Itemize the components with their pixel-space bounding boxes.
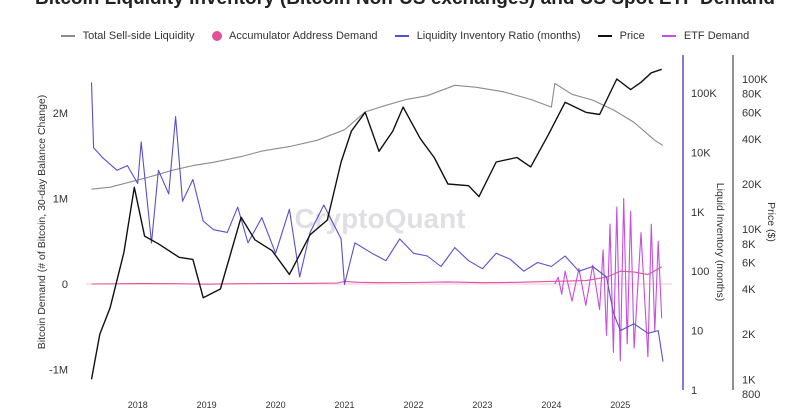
inventory-axis-title: Liquid Inventory (months) xyxy=(714,183,726,301)
left-axis-title: Bitcoin Demand (# of Bitcoin, 30-day Bal… xyxy=(36,95,48,349)
price-tick-label: 20K xyxy=(742,179,762,191)
price-tick-label: 100K xyxy=(742,74,768,86)
legend-label-inventory-ratio: Liquidity Inventory Ratio (months) xyxy=(416,30,581,43)
legend-item-price[interactable]: Price xyxy=(597,30,645,43)
legend-label-etf: ETF Demand xyxy=(683,30,750,43)
price-tick-label: 1K xyxy=(742,374,756,386)
legend-swatch-inventory-ratio xyxy=(394,35,409,38)
legend-swatch-sell-side xyxy=(60,35,75,38)
x-tick-label: 2018 xyxy=(128,400,148,410)
legend-item-etf[interactable]: ETF Demand xyxy=(661,30,750,43)
price-axis-title: Price ($) xyxy=(765,202,777,242)
price-axis-ticks: 100K 80K 60K 40K 20K 10K 8K 6K 4K 2K 1K 800 xyxy=(742,74,768,401)
x-tick-label: 2019 xyxy=(197,400,217,410)
legend-swatch-accumulator xyxy=(211,31,222,42)
chart-legend: Total Sell-side Liquidity Accumulator Ad… xyxy=(0,30,810,42)
price-tick-label: 2K xyxy=(742,329,756,341)
plot-area xyxy=(86,68,672,380)
x-axis-ticks: 2018 2019 2020 2021 2022 2023 2024 2025 xyxy=(128,400,631,410)
inventory-tick-label: 1K xyxy=(691,207,705,219)
x-tick-label: 2022 xyxy=(403,400,423,410)
legend-label-accumulator: Accumulator Address Demand xyxy=(228,30,378,43)
x-tick-label: 2023 xyxy=(472,400,492,410)
series-line-total-sell-side-liquidity[interactable] xyxy=(91,82,664,190)
legend-item-inventory-ratio[interactable]: Liquidity Inventory Ratio (months) xyxy=(394,30,581,43)
series-line-accumulator-address-demand[interactable] xyxy=(91,266,662,285)
x-tick-label: 2024 xyxy=(541,400,561,410)
legend-label-price: Price xyxy=(619,30,645,43)
inventory-tick-label: 10 xyxy=(691,326,703,338)
price-tick-label: 800 xyxy=(742,389,760,401)
x-tick-label: 2020 xyxy=(266,400,286,410)
legend-label-sell-side: Total Sell-side Liquidity xyxy=(82,30,195,43)
series-line-liquidity-inventory-ratio-months[interactable] xyxy=(90,82,664,362)
price-tick-label: 4K xyxy=(742,284,756,296)
left-axis-ticks: 2M 1M 0 -1M xyxy=(49,108,68,377)
left-tick-label: 1M xyxy=(53,194,68,206)
left-tick-label: -1M xyxy=(49,365,68,377)
x-tick-label: 2025 xyxy=(610,400,630,410)
series-line-price[interactable] xyxy=(90,68,662,380)
x-tick-label: 2021 xyxy=(335,400,355,410)
inventory-tick-label: 100 xyxy=(691,266,709,278)
chart-title: Bitcoin Liquidity Inventory (Bitcoin Non… xyxy=(0,0,810,10)
price-tick-label: 80K xyxy=(742,89,762,101)
left-tick-label: 2M xyxy=(53,108,68,120)
inventory-tick-label: 100K xyxy=(691,88,717,100)
price-tick-label: 60K xyxy=(742,107,762,119)
inventory-tick-label: 10K xyxy=(691,147,711,159)
price-tick-label: 6K xyxy=(742,258,756,270)
price-tick-label: 8K xyxy=(742,239,756,251)
inventory-tick-label: 1 xyxy=(691,385,697,397)
price-tick-label: 10K xyxy=(742,224,762,236)
legend-swatch-price xyxy=(597,35,612,38)
legend-item-sell-side[interactable]: Total Sell-side Liquidity xyxy=(60,30,195,43)
legend-swatch-etf xyxy=(661,35,676,38)
inventory-axis-ticks: 100K 10K 1K 100 10 1 xyxy=(691,88,717,397)
legend-item-accumulator[interactable]: Accumulator Address Demand xyxy=(211,30,378,43)
watermark-text: CryptoQuant xyxy=(294,203,465,234)
series-line-etf-demand[interactable] xyxy=(554,197,663,362)
price-tick-label: 40K xyxy=(742,134,762,146)
left-tick-label: 0 xyxy=(62,279,68,291)
